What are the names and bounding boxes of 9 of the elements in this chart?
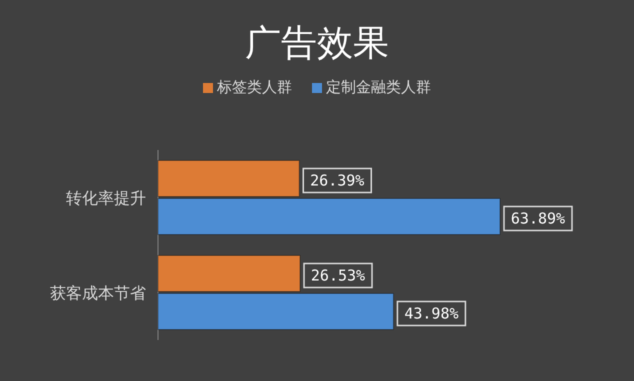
legend-label: 标签类人群 [216,78,292,96]
data-label: 26.39% [310,172,364,190]
data-label: 43.98% [404,304,459,322]
chart-title: 广告效果 [245,23,389,64]
data-label: 63.89% [510,210,566,228]
legend-label: 定制金融类人群 [326,78,431,96]
y-tick-label: 获客成本节省 [50,284,146,302]
y-tick-label: 转化率提升 [66,188,146,208]
data-label: 26.53% [310,266,366,284]
